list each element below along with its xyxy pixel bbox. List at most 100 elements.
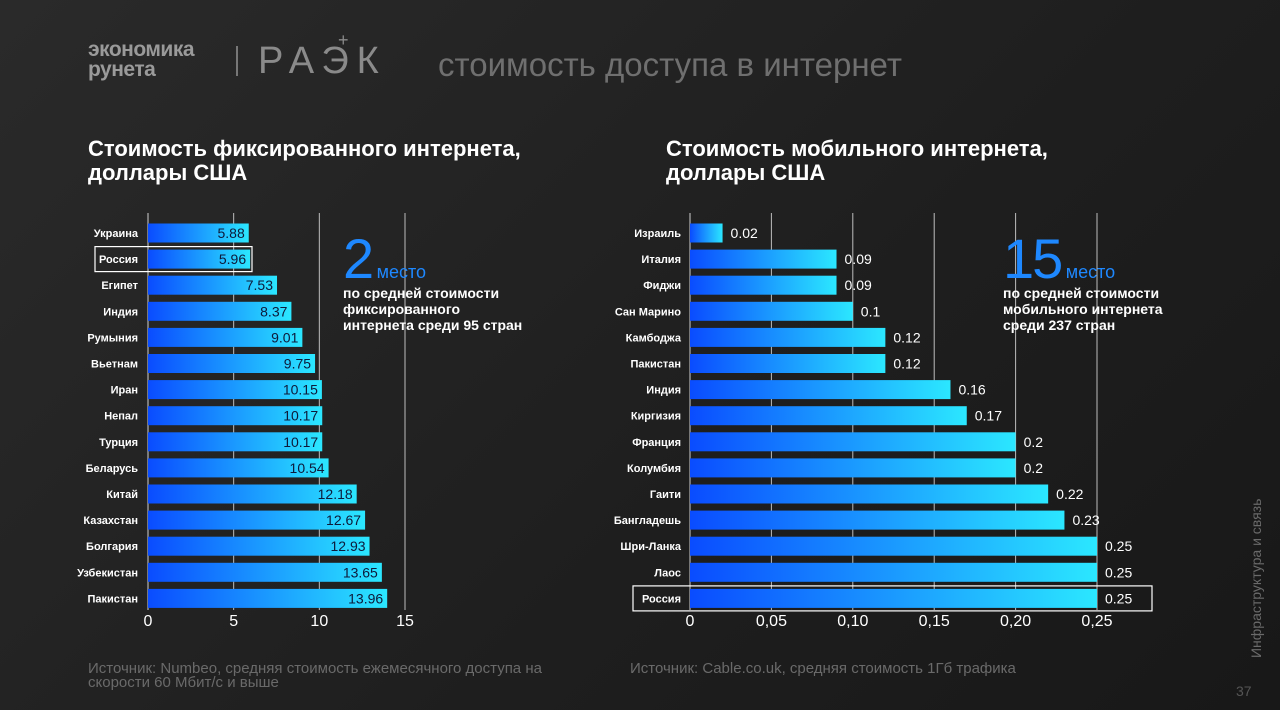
mobile-value-label: 0.23 bbox=[1072, 512, 1099, 528]
mobile-value-label: 0.25 bbox=[1105, 564, 1132, 580]
fixed-bar bbox=[148, 432, 323, 452]
mobile-x-tick-label: 0,05 bbox=[756, 613, 787, 630]
fixed-bar bbox=[148, 562, 382, 582]
mobile-bar bbox=[690, 562, 1097, 582]
fixed-x-tick-label: 10 bbox=[310, 613, 328, 630]
mobile-x-tick-label: 0,25 bbox=[1081, 613, 1112, 630]
fixed-bar bbox=[148, 588, 388, 608]
mobile-value-label: 0.12 bbox=[893, 329, 920, 345]
fixed-value-label: 5.88 bbox=[217, 225, 244, 241]
fixed-category-label: Египет bbox=[101, 280, 138, 292]
mobile-chart-title: Стоимость мобильного интернета, доллары … bbox=[666, 137, 1048, 185]
fixed-value-label: 10.15 bbox=[283, 382, 318, 398]
mobile-bar bbox=[690, 249, 837, 269]
mobile-value-label: 0.16 bbox=[958, 382, 985, 398]
fixed-category-label: Беларусь bbox=[86, 463, 139, 475]
mobile-internet-chart: 0 0,05 0,10 0,15 0,20 0,25 Израиль 0.02 Италия 0.… bbox=[614, 213, 1153, 630]
logo-raek-plus: + bbox=[338, 30, 349, 50]
fixed-category-label: Узбекистан bbox=[77, 567, 138, 579]
fixed-category-label: Пакистан bbox=[87, 593, 138, 605]
fixed-bar bbox=[148, 275, 278, 295]
fixed-value-label: 9.01 bbox=[271, 329, 298, 345]
mobile-x-tick-label: 0,20 bbox=[1000, 613, 1031, 630]
fixed-bar bbox=[148, 458, 329, 478]
mobile-value-label: 0.17 bbox=[975, 408, 1002, 424]
mobile-bar bbox=[690, 354, 886, 373]
mobile-bar bbox=[690, 484, 1049, 504]
mobile-value-label: 0.2 bbox=[1024, 460, 1044, 476]
mobile-value-label: 0.25 bbox=[1105, 590, 1132, 606]
mobile-value-label: 0.12 bbox=[893, 356, 920, 372]
fixed-category-label: Непал bbox=[104, 411, 138, 423]
fixed-bar bbox=[148, 510, 366, 530]
mobile-value-label: 0.22 bbox=[1056, 486, 1083, 502]
fixed-x-tick-label: 5 bbox=[229, 613, 238, 630]
fixed-category-label: Румыния bbox=[87, 332, 138, 344]
fixed-source-note: Источник: Numbeo, средняя стоимость ежем… bbox=[88, 660, 542, 691]
fixed-category-label: Россия bbox=[99, 254, 138, 266]
fixed-value-label: 5.96 bbox=[219, 251, 246, 267]
mobile-chart-title-line2: доллары США bbox=[666, 160, 826, 185]
mobile-category-label: Франция bbox=[632, 437, 681, 449]
fixed-bar bbox=[148, 380, 322, 400]
fixed-rank-number: 2 bbox=[343, 227, 374, 290]
fixed-rank-callout: 2 место по средней стоимости фиксированн… bbox=[343, 231, 533, 334]
fixed-category-label: Украина bbox=[94, 228, 139, 240]
mobile-value-label: 0.1 bbox=[861, 303, 881, 319]
mobile-category-label: Сан Марино bbox=[615, 306, 681, 318]
logo-raek: РАЭК bbox=[258, 40, 387, 82]
fixed-value-label: 10.54 bbox=[290, 460, 325, 476]
mobile-bar bbox=[690, 223, 723, 243]
page-number: 37 bbox=[1236, 683, 1252, 699]
mobile-category-label: Индия bbox=[646, 385, 681, 397]
fixed-value-label: 9.75 bbox=[284, 356, 311, 372]
fixed-category-label: Индия bbox=[103, 306, 138, 318]
mobile-bar bbox=[690, 327, 886, 347]
fixed-highlight-box bbox=[94, 246, 253, 273]
mobile-bar bbox=[690, 301, 853, 321]
page-title: стоимость доступа в интернет bbox=[438, 46, 902, 83]
fixed-bar bbox=[148, 223, 249, 243]
mobile-rank-word: место bbox=[1065, 262, 1116, 282]
fixed-value-label: 12.67 bbox=[326, 512, 361, 528]
fixed-chart-title-line1: Стоимость фиксированного интернета, bbox=[88, 136, 521, 161]
mobile-value-label: 0.2 bbox=[1024, 434, 1044, 450]
fixed-category-label: Турция bbox=[99, 437, 138, 449]
fixed-category-label: Вьетнам bbox=[91, 359, 138, 371]
fixed-bar bbox=[148, 249, 251, 269]
mobile-bar bbox=[690, 458, 1016, 478]
logo-line2: рунета bbox=[88, 58, 156, 81]
mobile-value-label: 0.25 bbox=[1105, 538, 1132, 554]
fixed-value-label: 12.93 bbox=[330, 538, 365, 554]
mobile-category-label: Россия bbox=[642, 593, 681, 605]
fixed-bar bbox=[148, 301, 292, 321]
mobile-category-label: Италия bbox=[641, 254, 681, 266]
mobile-rank-number: 15 bbox=[1003, 227, 1063, 290]
fixed-value-label: 10.17 bbox=[283, 434, 318, 450]
mobile-highlight-box bbox=[632, 585, 1153, 612]
fixed-chart-title: Стоимость фиксированного интернета, долл… bbox=[88, 137, 521, 185]
mobile-source-note: Источник: Cable.co.uk, средняя стоимость… bbox=[630, 660, 1016, 677]
mobile-category-label: Фиджи bbox=[643, 280, 681, 292]
fixed-category-label: Иран bbox=[111, 385, 138, 397]
mobile-category-label: Шри-Ланка bbox=[620, 541, 681, 553]
mobile-bar bbox=[690, 432, 1016, 452]
fixed-value-label: 13.96 bbox=[348, 590, 383, 606]
fixed-chart-title-line2: доллары США bbox=[88, 160, 248, 185]
fixed-rank-description: по средней стоимости фиксированного инте… bbox=[343, 285, 523, 333]
mobile-bar bbox=[690, 510, 1065, 530]
mobile-rank-description: по средней стоимости мобильного интернет… bbox=[1003, 285, 1163, 333]
fixed-bar bbox=[148, 327, 303, 347]
mobile-bar bbox=[690, 406, 967, 426]
fixed-bar bbox=[148, 406, 323, 426]
mobile-category-label: Израиль bbox=[634, 228, 681, 240]
fixed-value-label: 13.65 bbox=[343, 564, 378, 580]
mobile-x-tick-label: 0,10 bbox=[837, 613, 868, 630]
logo-economika: экономика рунета bbox=[88, 39, 195, 81]
mobile-category-label: Бангладешь bbox=[614, 515, 681, 527]
mobile-chart-title-line1: Стоимость мобильного интернета, bbox=[666, 136, 1048, 161]
fixed-rank-word: место bbox=[376, 262, 427, 282]
mobile-category-label: Лаос bbox=[654, 567, 681, 579]
fixed-bar bbox=[148, 484, 357, 504]
